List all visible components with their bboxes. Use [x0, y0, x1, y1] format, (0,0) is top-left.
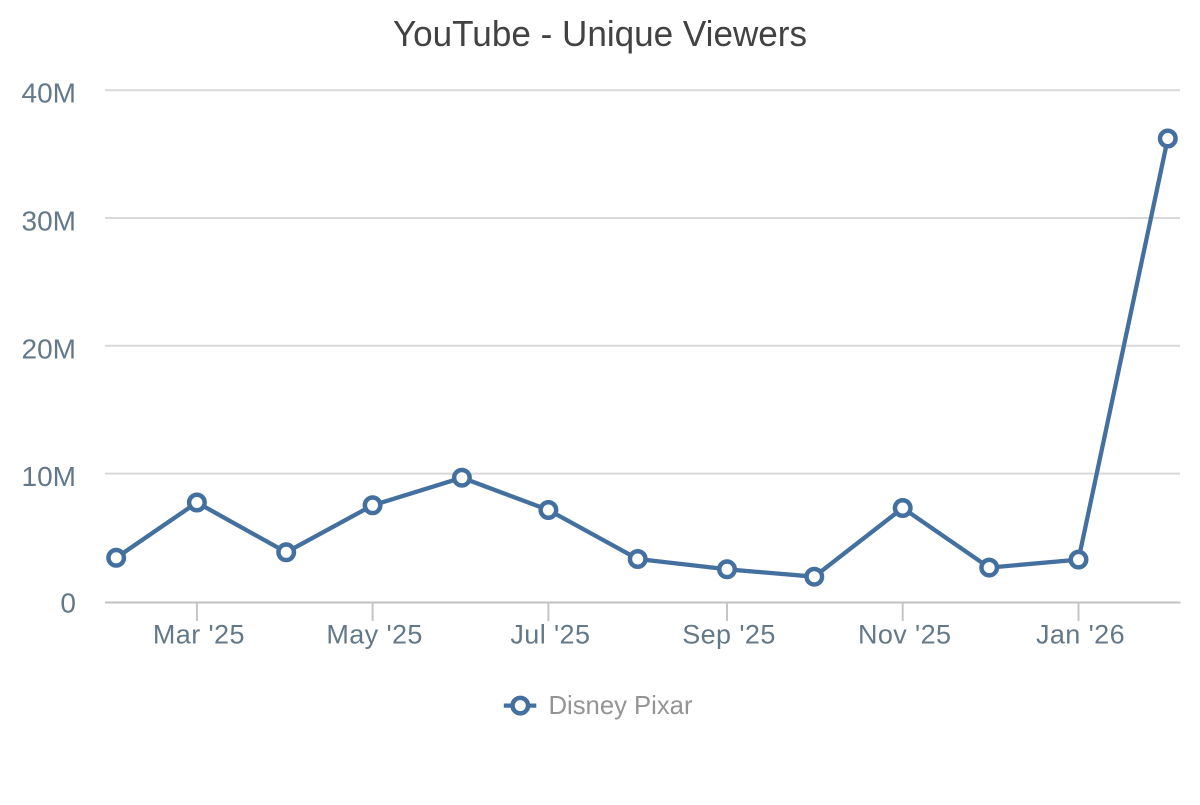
svg-text:0: 0: [60, 587, 76, 618]
svg-text:YouTube - Unique Viewers: YouTube - Unique Viewers: [393, 13, 807, 54]
svg-text:Disney Pixar: Disney Pixar: [549, 690, 693, 720]
svg-text:30M: 30M: [22, 206, 76, 237]
svg-text:May '25: May '25: [326, 620, 423, 650]
svg-text:20M: 20M: [22, 333, 76, 364]
svg-text:Jan '26: Jan '26: [1036, 620, 1125, 650]
svg-text:10M: 10M: [22, 461, 76, 492]
svg-text:Sep '25: Sep '25: [682, 620, 776, 650]
svg-text:40M: 40M: [22, 78, 76, 109]
svg-text:Jul '25: Jul '25: [510, 620, 590, 650]
svg-text:Nov '25: Nov '25: [858, 620, 952, 650]
svg-text:Mar '25: Mar '25: [153, 620, 245, 650]
